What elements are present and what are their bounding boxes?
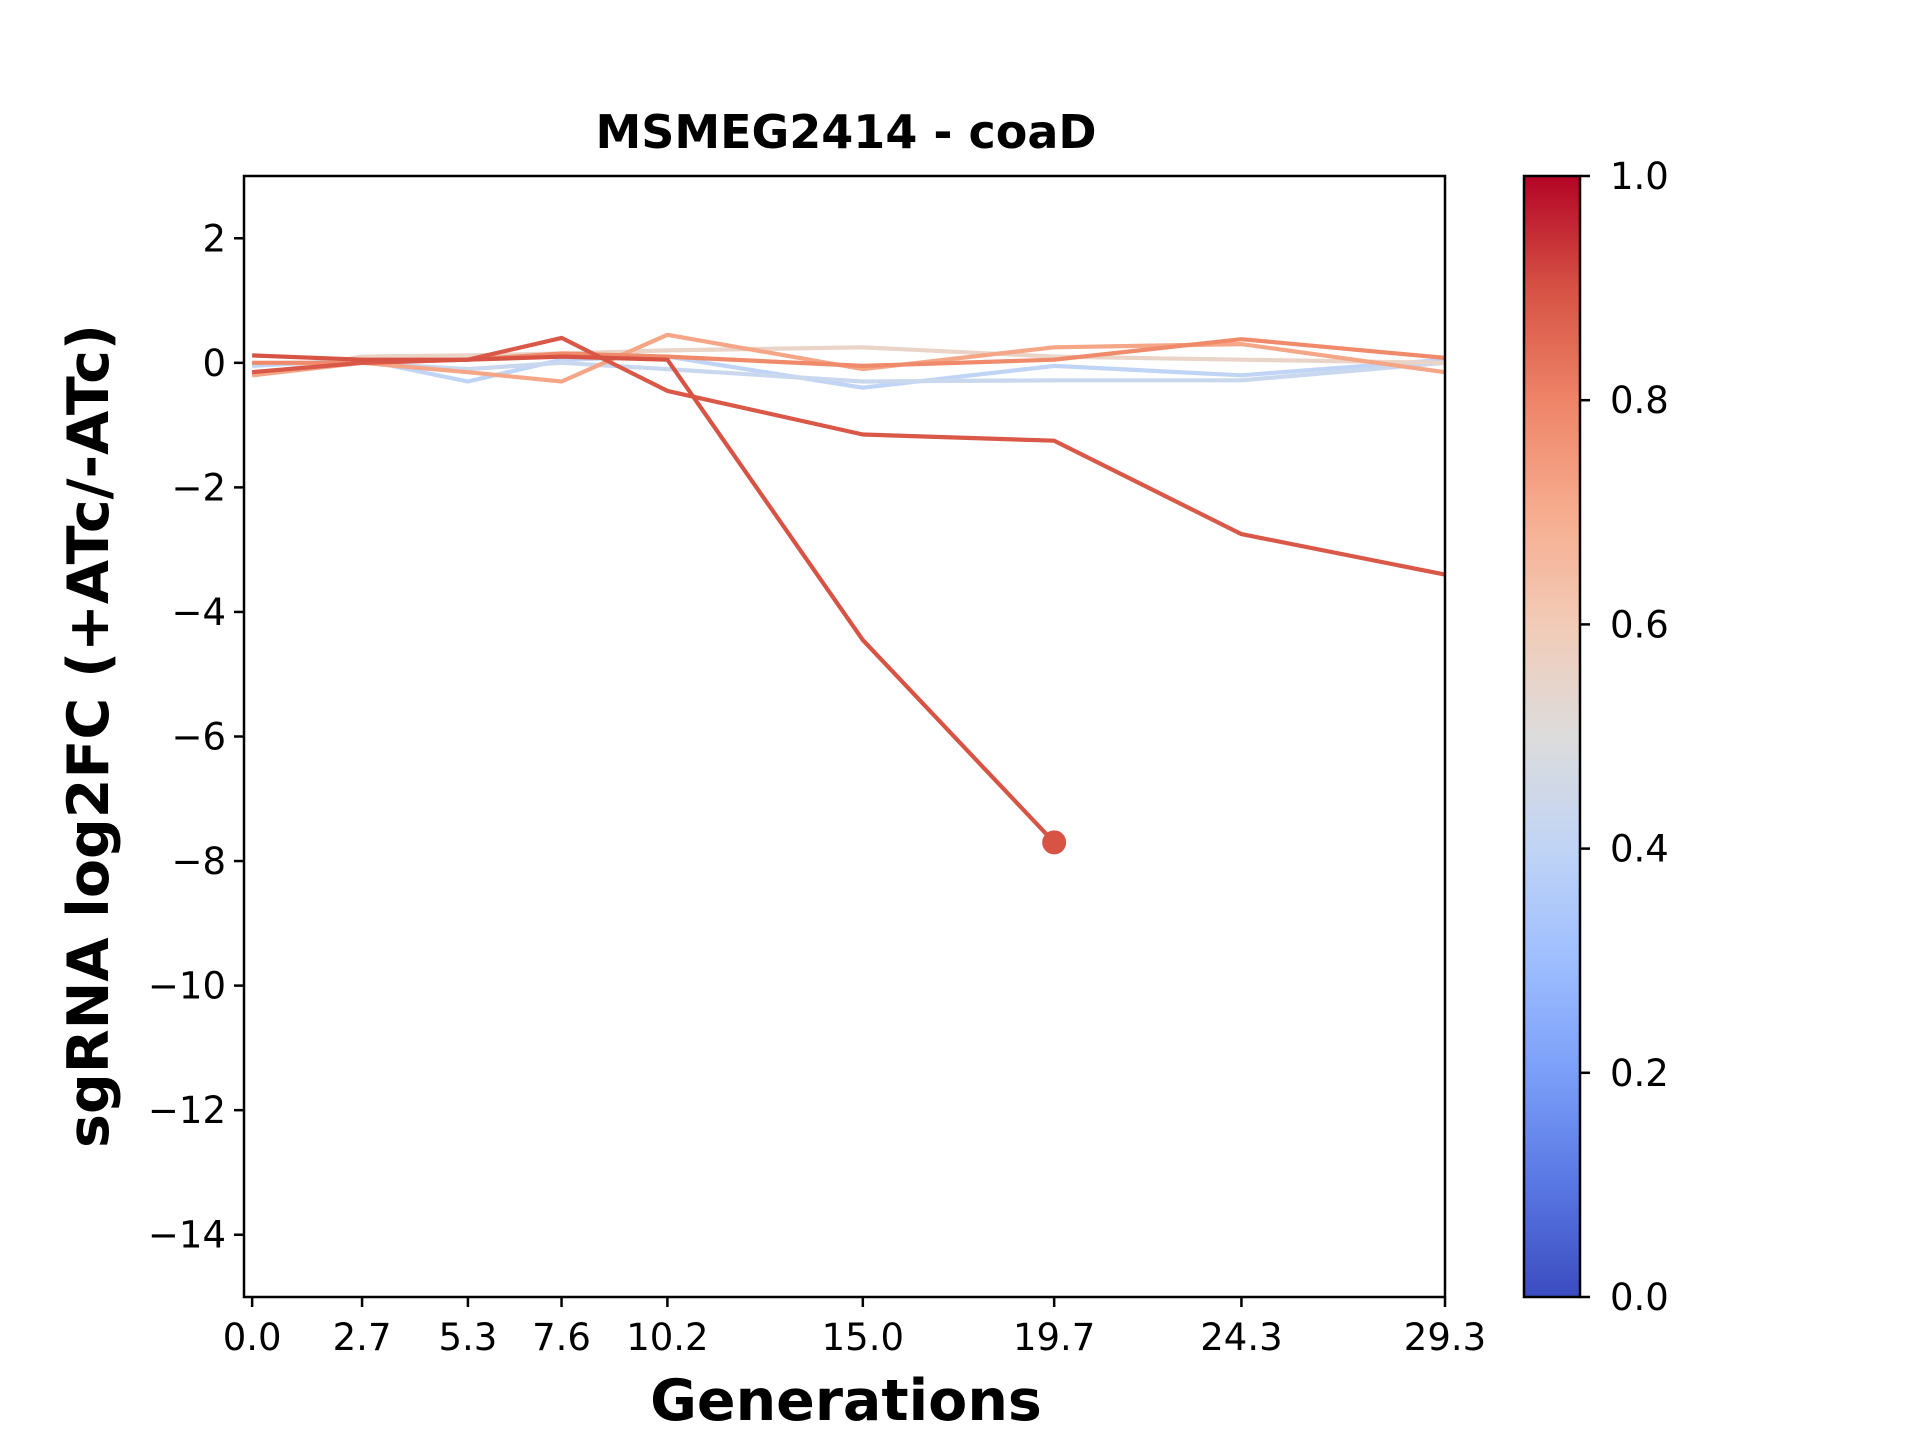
x-axis-label: Generations [650,1368,1042,1434]
x-tick-label: 5.3 [438,1316,497,1359]
x-axis: 0.0 2.7 5.3 7.6 10.2 15.0 19.7 24.3 29.3 [223,1297,1486,1359]
colorbar-ticks: 0.0 0.2 0.4 0.6 0.8 1.0 [1580,155,1669,1319]
y-tick-label: 0 [202,342,226,385]
x-tick-label: 24.3 [1200,1316,1282,1359]
colorbar-tick-label: 0.6 [1610,603,1669,646]
colorbar-tick-label: 0.2 [1610,1052,1669,1095]
series-line-3 [251,345,1446,378]
x-tick-label: 10.2 [626,1316,708,1359]
colorbar-tick-label: 1.0 [1610,155,1669,198]
y-tick-label: −8 [171,840,226,883]
colorbar [1522,174,1582,1299]
x-tick-label: 0.0 [223,1316,282,1359]
x-tick-label: 29.3 [1404,1316,1486,1359]
y-axis-label: sgRNA log2FC (+ATc/-ATc) [56,324,122,1148]
x-tick-label: 2.7 [333,1316,392,1359]
y-axis: 2 0 −2 −4 −6 −8 −10 −12 −14 [148,217,244,1257]
y-tick-label: −10 [148,965,226,1008]
plot-lines [251,332,1446,855]
colorbar-tick-label: 0.8 [1610,379,1669,422]
x-tick-label: 15.0 [822,1316,904,1359]
y-tick-label: −6 [171,716,226,759]
plot-frame [242,174,1447,1299]
series-end-marker-7 [1042,830,1067,855]
y-tick-label: −2 [171,466,226,509]
y-tick-label: −14 [148,1214,226,1257]
series-line-7 [252,353,1056,844]
colorbar-tick-label: 0.0 [1610,1276,1669,1319]
x-tick-label: 7.6 [532,1316,591,1359]
y-tick-label: 2 [202,217,226,260]
x-tick-label: 19.7 [1013,1316,1095,1359]
y-tick-label: −4 [171,591,226,634]
chart-title: MSMEG2414 - coaD [595,105,1096,159]
y-tick-label: −12 [148,1089,226,1132]
colorbar-tick-label: 0.4 [1610,828,1669,871]
